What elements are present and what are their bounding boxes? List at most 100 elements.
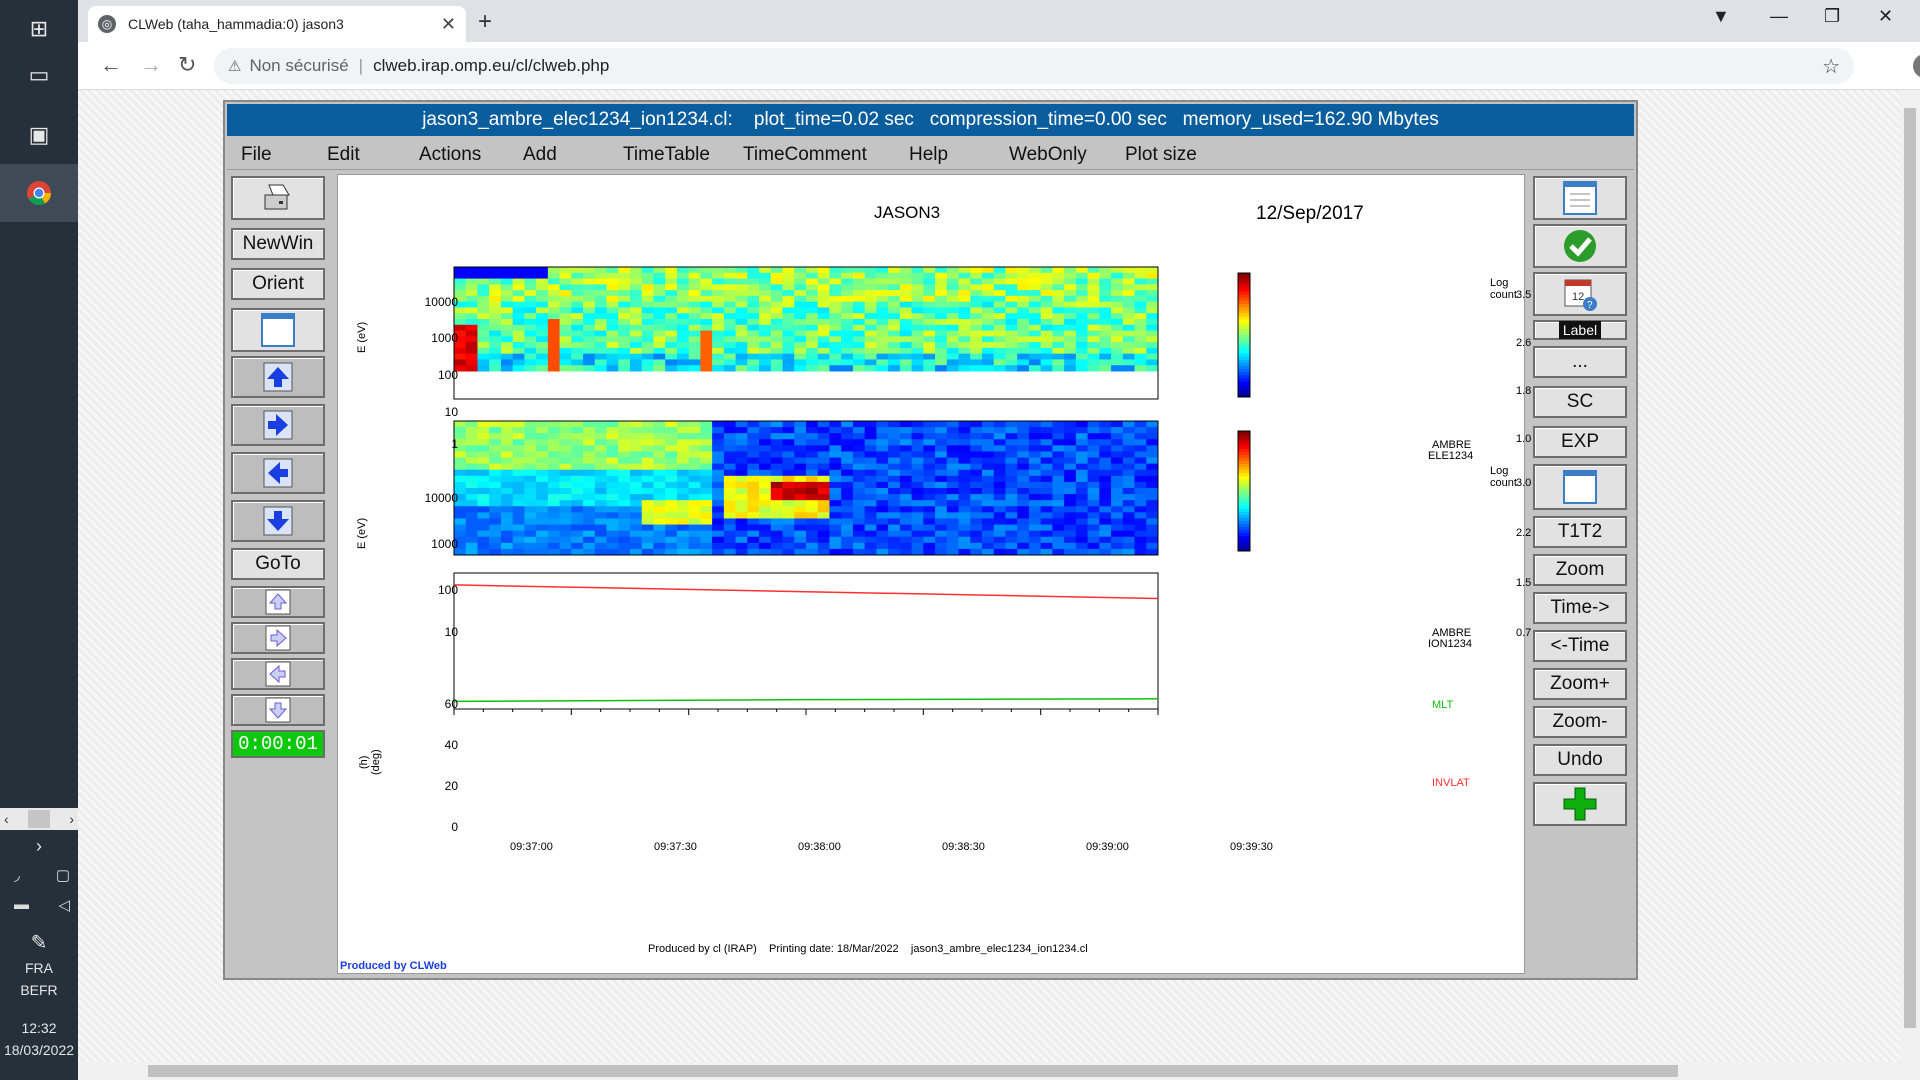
print-button[interactable] bbox=[231, 176, 325, 220]
language-2[interactable]: BEFR bbox=[20, 982, 58, 998]
panel2-heatmap-cell bbox=[712, 512, 725, 519]
label-button[interactable]: Label bbox=[1533, 320, 1627, 340]
step-up-button[interactable] bbox=[231, 586, 325, 618]
step-down-button[interactable] bbox=[231, 694, 325, 726]
panel2-heatmap-cell bbox=[454, 481, 467, 489]
menu-plot-size[interactable]: Plot size bbox=[1125, 144, 1197, 165]
taskbar-scroll[interactable]: ‹ › bbox=[0, 808, 78, 830]
battery-icon[interactable]: ▬ bbox=[14, 896, 29, 913]
wifi-icon[interactable]: ◞ bbox=[14, 867, 20, 884]
reload-icon[interactable]: ↻ bbox=[178, 52, 197, 77]
panel1-heatmap-cell bbox=[1040, 313, 1053, 320]
panel1-heatmap-cell bbox=[477, 359, 490, 366]
undo-button[interactable]: Undo bbox=[1533, 744, 1627, 776]
menu-file[interactable]: File bbox=[241, 144, 272, 165]
horizontal-scroll-thumb[interactable] bbox=[148, 1065, 1678, 1077]
time-back-button[interactable]: <-Time bbox=[1533, 630, 1627, 662]
t1t2-button[interactable]: T1T2 bbox=[1533, 516, 1627, 548]
pan-up-button[interactable] bbox=[231, 356, 325, 398]
blank-window-button[interactable] bbox=[1533, 464, 1627, 510]
step-left-button[interactable] bbox=[231, 658, 325, 690]
restore-icon[interactable]: ❐ bbox=[1824, 6, 1841, 26]
vertical-scrollbar[interactable] bbox=[1900, 90, 1920, 1062]
panel1-heatmap-cell bbox=[899, 307, 913, 314]
scroll-right-icon[interactable]: › bbox=[69, 811, 74, 827]
clock-time[interactable]: 12:32 bbox=[21, 1020, 57, 1036]
panel1-heatmap-cell bbox=[512, 347, 525, 355]
panel2-heatmap-cell bbox=[982, 500, 995, 507]
time-forward-button[interactable]: Time-> bbox=[1533, 592, 1627, 624]
calendar-button[interactable]: 12 ? bbox=[1533, 272, 1627, 316]
address-bar[interactable]: ⚠ Non sécurisé | clweb.irap.omp.eu/cl/cl… bbox=[214, 48, 1854, 84]
orient-button[interactable]: Orient bbox=[231, 268, 325, 300]
panel1-heatmap-cell bbox=[700, 330, 713, 337]
tab-search-icon[interactable]: ▼ bbox=[1712, 6, 1730, 26]
list-button[interactable] bbox=[1533, 176, 1627, 220]
minimize-icon[interactable]: — bbox=[1770, 6, 1788, 26]
windows-taskbar: ⊞ ▭ ▣ ‹ › › ◞ ▢ ▬ ◁ ✎ FRA BEFR 12:32 18/… bbox=[0, 0, 78, 1080]
language-1[interactable]: FRA bbox=[25, 960, 53, 976]
add-panel-button[interactable] bbox=[1533, 782, 1627, 826]
exp-button[interactable]: EXP bbox=[1533, 426, 1627, 458]
pen-icon[interactable]: ✎ bbox=[30, 932, 48, 954]
menu-actions[interactable]: Actions bbox=[419, 144, 482, 165]
close-tab-icon[interactable]: ✕ bbox=[440, 13, 456, 34]
panel1-heatmap-cell bbox=[864, 290, 877, 297]
more-button[interactable]: ... bbox=[1533, 346, 1627, 378]
browser-tab[interactable]: ◎ CLWeb (taha_hammadia:0) jason3 ✕ bbox=[88, 6, 466, 42]
menu-timecomment[interactable]: TimeComment bbox=[743, 144, 867, 165]
zoom-plus-button[interactable]: Zoom+ bbox=[1533, 668, 1627, 700]
bookmark-star-icon[interactable]: ☆ bbox=[1822, 55, 1840, 78]
menu-help[interactable]: Help bbox=[909, 144, 949, 165]
panel2-heatmap-cell bbox=[676, 421, 690, 428]
newwin-button[interactable]: NewWin bbox=[231, 228, 325, 260]
chevron-right-icon[interactable]: › bbox=[36, 836, 42, 856]
menu-edit[interactable]: Edit bbox=[327, 144, 360, 165]
panel2-heatmap-cell bbox=[1146, 451, 1159, 459]
step-right-button[interactable] bbox=[231, 622, 325, 654]
chrome-taskbar-icon[interactable] bbox=[0, 164, 78, 222]
clock-date[interactable]: 18/03/2022 bbox=[3, 1042, 75, 1058]
menu-timetable[interactable]: TimeTable bbox=[623, 144, 710, 165]
validate-button[interactable] bbox=[1533, 224, 1627, 268]
pan-down-button[interactable] bbox=[231, 500, 325, 542]
warning-icon[interactable]: ⚠ bbox=[228, 58, 242, 75]
menu-webonly[interactable]: WebOnly bbox=[1009, 144, 1087, 165]
back-icon[interactable]: ← bbox=[100, 52, 122, 77]
forward-icon[interactable]: → bbox=[140, 52, 162, 77]
zoom-minus-button[interactable]: Zoom- bbox=[1533, 706, 1627, 738]
panel1-heatmap-cell bbox=[512, 324, 525, 332]
panel1-heatmap-cell bbox=[899, 336, 913, 343]
window-button[interactable] bbox=[231, 308, 325, 352]
new-tab-icon[interactable]: + bbox=[478, 8, 493, 35]
panel1-heatmap-cell bbox=[911, 272, 924, 280]
scroll-left-icon[interactable]: ‹ bbox=[4, 811, 9, 827]
task-view-icon[interactable]: ▭ bbox=[28, 62, 50, 87]
sc-button[interactable]: SC bbox=[1533, 386, 1627, 418]
pinned-app-icon[interactable]: ▣ bbox=[28, 122, 50, 147]
panel2-heatmap-cell bbox=[923, 530, 936, 538]
vertical-scroll-thumb[interactable] bbox=[1904, 108, 1916, 1028]
url-text[interactable]: clweb.irap.omp.eu/cl/clweb.php bbox=[373, 56, 610, 75]
panel2-heatmap-cell bbox=[958, 506, 971, 513]
panel1-heatmap-cell bbox=[982, 272, 995, 280]
zoom-button[interactable]: Zoom bbox=[1533, 554, 1627, 586]
volume-icon[interactable]: ◁ bbox=[58, 897, 70, 914]
windows-start-icon[interactable]: ⊞ bbox=[29, 16, 49, 41]
profile-avatar-icon[interactable] bbox=[1913, 54, 1920, 78]
panel2-heatmap-cell bbox=[1075, 530, 1089, 538]
pan-right-button[interactable] bbox=[231, 404, 325, 446]
horizontal-scrollbar[interactable] bbox=[78, 1062, 1920, 1080]
panel1-heatmap-cell bbox=[477, 295, 490, 303]
pan-left-button[interactable] bbox=[231, 452, 325, 494]
panel2-heatmap-cell bbox=[500, 536, 514, 544]
device-icon[interactable]: ▢ bbox=[55, 867, 70, 884]
scroll-thumb[interactable] bbox=[28, 810, 50, 828]
footer-credit[interactable]: Produced by CLWeb bbox=[340, 960, 447, 972]
panel2-heatmap-cell bbox=[641, 488, 654, 495]
goto-button[interactable]: GoTo bbox=[231, 548, 325, 580]
close-window-icon[interactable]: ✕ bbox=[1878, 6, 1894, 26]
panel1-heatmap-cell bbox=[477, 313, 490, 320]
security-label[interactable]: Non sécurisé bbox=[249, 56, 349, 75]
menu-add[interactable]: Add bbox=[523, 144, 557, 165]
